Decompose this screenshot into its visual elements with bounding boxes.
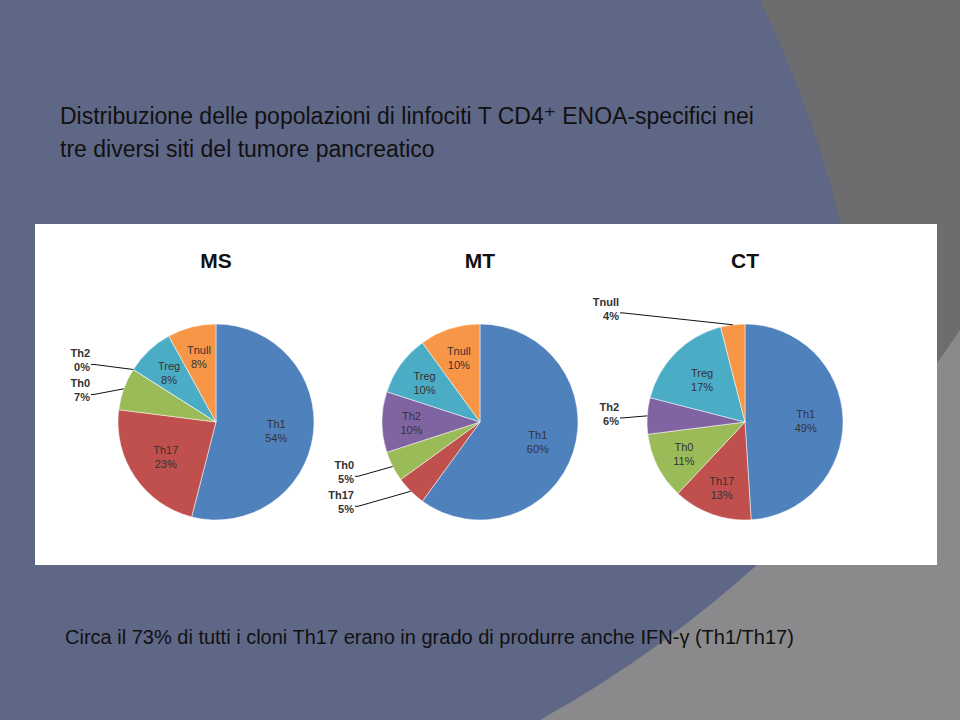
data-label: Th20% — [70, 347, 90, 373]
data-label-value: 13% — [711, 489, 733, 501]
pie-chart: Th154%Th1723%Treg8%Tnull8%Th20%Th07% — [70, 324, 314, 520]
data-label-value: 54% — [265, 432, 287, 444]
data-label: Th05% — [334, 459, 354, 485]
data-label-category: Th1 — [528, 429, 547, 441]
data-label-value: 7% — [74, 391, 90, 403]
leader-line — [355, 466, 393, 476]
data-label-value: 10% — [448, 359, 470, 371]
data-label: Th011% — [673, 441, 694, 467]
data-label: Th154% — [265, 418, 287, 444]
data-label: Tnull 10% — [447, 345, 471, 371]
data-label: Th17 5% — [328, 489, 354, 515]
data-label: Tnull 4% — [593, 296, 619, 322]
slide: Distribuzione delle popolazioni di linfo… — [0, 0, 960, 720]
data-label-category: Th17 — [328, 489, 354, 501]
pie-slice — [721, 324, 745, 422]
data-label-category: Th0 — [674, 441, 693, 453]
slide-title: Distribuzione delle popolazioni di linfo… — [60, 103, 754, 129]
leader-line — [91, 389, 124, 395]
leader-line — [620, 416, 647, 418]
data-label-value: 49% — [795, 422, 817, 434]
data-label-value: 8% — [191, 358, 207, 370]
data-label-value: 5% — [338, 503, 354, 515]
data-label-value: 6% — [603, 415, 619, 427]
data-label-value: 10% — [413, 384, 435, 396]
data-label: Tnull 8% — [187, 344, 211, 370]
data-label-value: 0% — [74, 361, 90, 373]
leader-line — [355, 491, 411, 506]
data-label-category: Th1 — [267, 418, 286, 430]
data-label-category: Th2 — [599, 401, 619, 413]
data-label-category: Treg — [413, 370, 435, 382]
leader-line — [620, 313, 733, 325]
data-label-category: Th1 — [796, 408, 815, 420]
data-label-value: 23% — [155, 458, 177, 470]
chart-title: CT — [731, 249, 759, 272]
data-label-category: Tnull — [447, 345, 471, 357]
leader-line — [91, 364, 133, 369]
pie-slice — [118, 410, 216, 517]
chart-title: MS — [200, 249, 232, 272]
data-label-category: Th2 — [70, 347, 90, 359]
data-label-category: Th17 — [153, 444, 178, 456]
data-label: Th210% — [400, 410, 422, 436]
data-label: Th17 13% — [709, 475, 734, 501]
data-label-category: Treg — [158, 360, 180, 372]
data-label: Th07% — [70, 377, 90, 403]
data-label: Th149% — [795, 408, 817, 434]
data-label: Th160% — [527, 429, 549, 455]
data-label: Th26% — [599, 401, 619, 427]
slide-title: tre diversi siti del tumore pancreatico — [60, 136, 435, 162]
data-label-value: 4% — [603, 310, 619, 322]
pie-chart: Th149%Th1713%Th011%Treg17%Tnull4%Th26% — [593, 296, 843, 520]
data-label: Treg 8% — [158, 360, 180, 386]
data-label-value: 10% — [400, 424, 422, 436]
data-label-value: 8% — [161, 374, 177, 386]
data-label-category: Treg — [691, 367, 713, 379]
data-label-category: Th0 — [70, 377, 90, 389]
data-label-category: Tnull — [593, 296, 619, 308]
data-label-category: Tnull — [187, 344, 211, 356]
footnote: Circa il 73% di tutti i cloni Th17 erano… — [65, 626, 794, 648]
pie-chart: Th160%Th210%Treg10%Tnull10%Th05%Th175% — [328, 324, 578, 520]
data-label: Treg 17% — [691, 367, 713, 393]
data-label: Treg 10% — [413, 370, 435, 396]
chart-title: MT — [465, 249, 495, 272]
data-label-value: 5% — [338, 473, 354, 485]
data-label-category: Th2 — [402, 410, 421, 422]
data-label-value: 60% — [527, 443, 549, 455]
data-label-category: Th0 — [334, 459, 354, 471]
pie-slice — [745, 324, 843, 520]
chart-panel — [35, 224, 937, 565]
data-label: Th17 23% — [153, 444, 178, 470]
pie-slice — [648, 422, 745, 493]
data-label-value: 17% — [691, 381, 713, 393]
background — [0, 0, 960, 720]
data-label-value: 11% — [673, 455, 694, 467]
data-label-category: Th17 — [709, 475, 734, 487]
